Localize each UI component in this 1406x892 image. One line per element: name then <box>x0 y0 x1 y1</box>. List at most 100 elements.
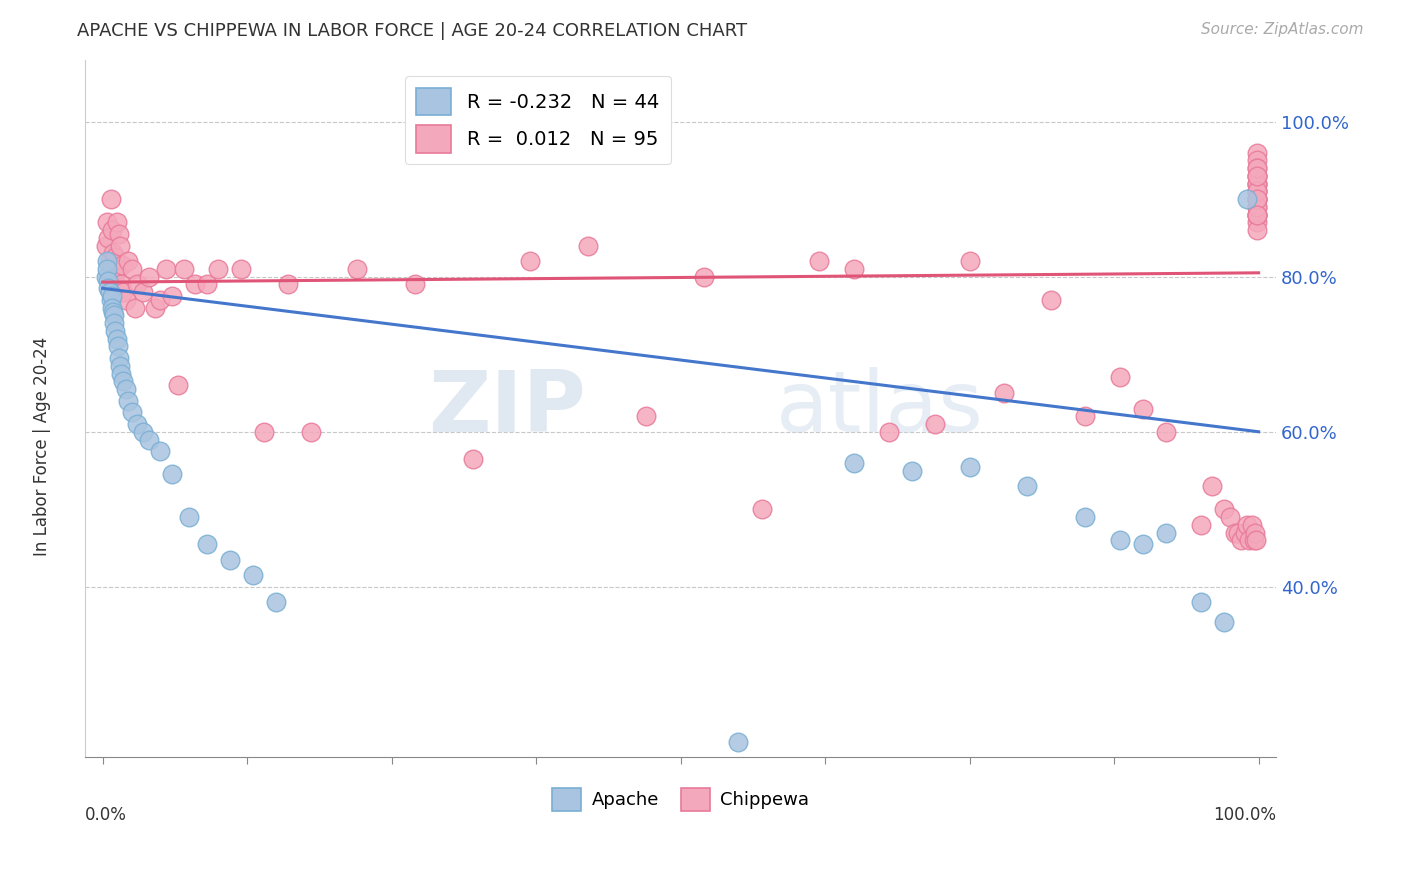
Point <box>1246 223 1268 237</box>
Point <box>100 262 122 277</box>
Point <box>100 293 122 307</box>
Text: Source: ZipAtlas.com: Source: ZipAtlas.com <box>1201 22 1364 37</box>
Point <box>1226 525 1249 540</box>
Point <box>105 332 128 346</box>
Point <box>1230 533 1253 548</box>
Point <box>1243 533 1265 548</box>
Point <box>901 463 924 477</box>
Point <box>1246 208 1268 222</box>
Point <box>121 262 143 277</box>
Point <box>110 277 132 292</box>
Point <box>1246 192 1268 206</box>
Point <box>103 269 125 284</box>
Point <box>114 382 136 396</box>
Point <box>138 433 160 447</box>
Point <box>299 425 322 439</box>
Point <box>103 316 125 330</box>
Point <box>1074 409 1097 424</box>
Point <box>108 238 131 252</box>
Point <box>1246 192 1268 206</box>
Point <box>519 254 541 268</box>
Point <box>149 293 172 307</box>
Point <box>1246 177 1268 191</box>
Point <box>1246 185 1268 199</box>
Point <box>1240 517 1263 532</box>
Point <box>160 467 183 482</box>
Point <box>101 304 124 318</box>
Point <box>1246 153 1268 168</box>
Point <box>264 595 287 609</box>
Point <box>461 451 484 466</box>
Point <box>94 238 117 252</box>
Point <box>1246 169 1268 183</box>
Point <box>108 351 131 365</box>
Point <box>98 254 121 268</box>
Point <box>1109 533 1132 548</box>
Text: In Labor Force | Age 20-24: In Labor Force | Age 20-24 <box>34 336 51 556</box>
Point <box>693 269 716 284</box>
Point <box>1246 192 1268 206</box>
Point <box>124 301 146 315</box>
Point <box>101 301 124 315</box>
Point <box>107 262 129 277</box>
Point <box>155 262 177 277</box>
Point <box>277 277 299 292</box>
Point <box>1246 169 1268 183</box>
Point <box>877 425 900 439</box>
Point <box>1246 192 1268 206</box>
Point <box>993 386 1015 401</box>
Point <box>112 375 135 389</box>
Point <box>97 274 120 288</box>
Point <box>94 269 117 284</box>
Point <box>1246 177 1268 191</box>
Point <box>166 378 188 392</box>
Point <box>108 227 131 241</box>
Point <box>218 552 240 566</box>
Text: 100.0%: 100.0% <box>1213 806 1277 824</box>
Point <box>1246 169 1268 183</box>
Point <box>1189 517 1212 532</box>
Point <box>1236 192 1258 206</box>
Point <box>1246 185 1268 199</box>
Point <box>195 277 218 292</box>
Point <box>127 277 149 292</box>
Point <box>114 293 136 307</box>
Point <box>634 409 657 424</box>
Point <box>117 254 139 268</box>
Text: atlas: atlas <box>776 367 984 450</box>
Point <box>101 246 124 260</box>
Point <box>100 192 122 206</box>
Point <box>104 324 127 338</box>
Point <box>132 425 155 439</box>
Point <box>1154 525 1177 540</box>
Text: APACHE VS CHIPPEWA IN LABOR FORCE | AGE 20-24 CORRELATION CHART: APACHE VS CHIPPEWA IN LABOR FORCE | AGE … <box>77 22 748 40</box>
Point <box>1213 502 1236 516</box>
Point <box>1201 479 1223 493</box>
Point <box>101 289 124 303</box>
Point <box>1246 161 1268 176</box>
Point <box>97 231 120 245</box>
Point <box>1233 525 1256 540</box>
Point <box>108 359 131 373</box>
Point <box>1109 370 1132 384</box>
Point <box>132 285 155 300</box>
Point <box>404 277 426 292</box>
Point <box>1246 145 1268 160</box>
Point <box>138 269 160 284</box>
Point <box>112 285 135 300</box>
Point <box>143 301 166 315</box>
Point <box>1213 615 1236 629</box>
Point <box>1189 595 1212 609</box>
Point <box>117 393 139 408</box>
Point <box>1225 525 1247 540</box>
Point <box>1244 525 1267 540</box>
Point <box>110 367 132 381</box>
Point <box>107 339 129 353</box>
Legend: Apache, Chippewa: Apache, Chippewa <box>544 780 817 818</box>
Point <box>184 277 207 292</box>
Point <box>842 262 865 277</box>
Text: ZIP: ZIP <box>427 367 585 450</box>
Point <box>1246 533 1268 548</box>
Point <box>1246 208 1268 222</box>
Point <box>98 285 121 300</box>
